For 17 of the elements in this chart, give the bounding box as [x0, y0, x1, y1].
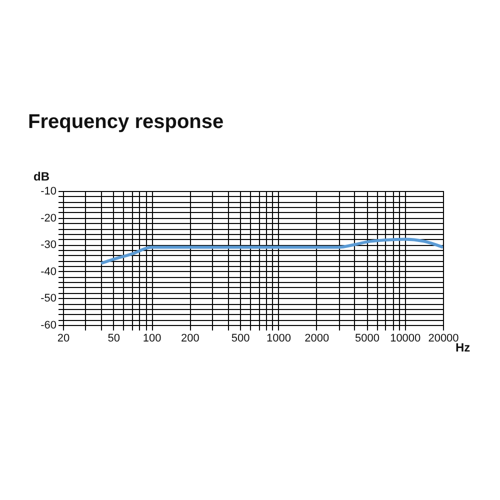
- y-tick-label: -20: [40, 212, 56, 224]
- y-tick-label: -40: [40, 266, 56, 278]
- y-tick-label: -30: [40, 239, 56, 252]
- x-tick-label: 500: [231, 332, 250, 344]
- x-tick-label: 100: [142, 332, 162, 344]
- x-tick-label: 5000: [354, 332, 380, 344]
- x-tick-label: 20: [57, 332, 70, 344]
- x-tick-label: 10000: [390, 332, 421, 344]
- y-tick-label: -50: [40, 292, 56, 305]
- y-axis-title: dB: [34, 170, 50, 184]
- x-tick-label: 200: [180, 332, 200, 344]
- x-tick-label: 1000: [266, 332, 291, 344]
- y-tick-label: -10: [40, 186, 56, 198]
- x-tick-label: 50: [108, 332, 120, 344]
- chart-title: Frequency response: [28, 111, 224, 133]
- y-tick-label: -60: [40, 320, 56, 332]
- x-tick-label: 2000: [304, 332, 330, 344]
